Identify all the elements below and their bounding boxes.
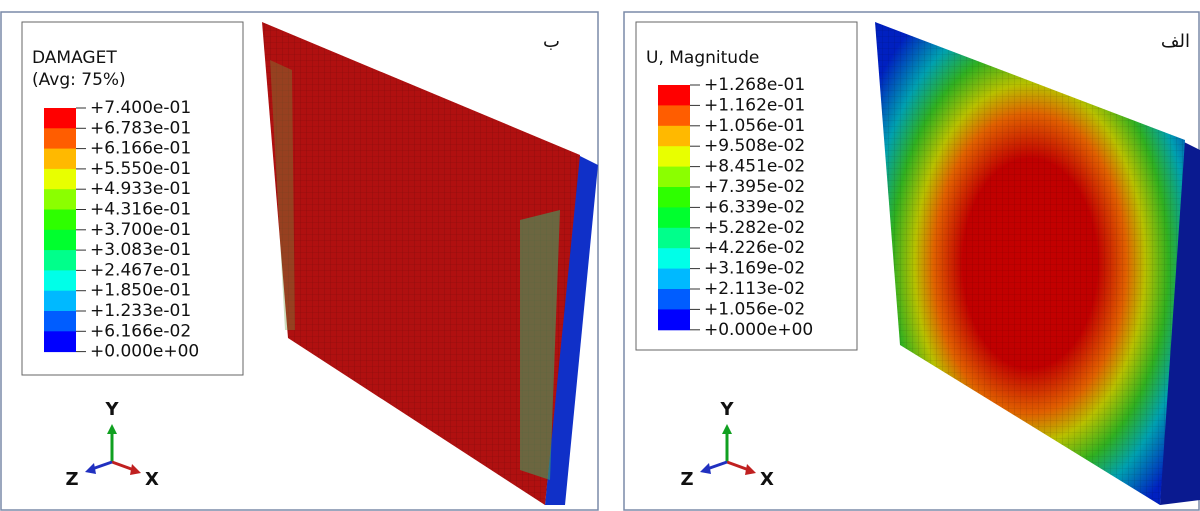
legend-label: +4.933e-01 — [90, 179, 191, 199]
axis-label: X — [145, 469, 159, 490]
legend-swatch — [44, 108, 76, 129]
legend-label: +0.000e+00 — [704, 320, 813, 340]
legend-label: +2.113e-02 — [704, 279, 805, 299]
legend-swatch — [44, 149, 76, 170]
axis-label: Y — [719, 399, 734, 420]
panel-tag: ب — [543, 31, 560, 52]
legend-swatch — [44, 169, 76, 190]
panel-tag: الف — [1161, 31, 1190, 52]
legend-swatch — [44, 128, 76, 149]
legend-label: +7.400e-01 — [90, 98, 191, 118]
legend-label: +6.166e-02 — [90, 321, 191, 341]
axis-label: Z — [65, 469, 78, 490]
legend-label: +1.056e-01 — [704, 116, 805, 136]
legend-label: +4.226e-02 — [704, 238, 805, 258]
legend-swatch — [658, 248, 690, 269]
legend-label: +3.083e-01 — [90, 240, 191, 260]
legend-swatch — [44, 230, 76, 251]
legend-label: +4.316e-01 — [90, 200, 191, 220]
legend-label: +6.166e-01 — [90, 139, 191, 159]
legend-swatch — [658, 167, 690, 188]
legend-swatch — [44, 331, 76, 352]
legend-subtitle: (Avg: 75%) — [32, 70, 126, 90]
axis-label: X — [760, 469, 774, 490]
legend-swatch — [44, 270, 76, 291]
axis-label: Y — [104, 399, 119, 420]
legend-label: +3.169e-02 — [704, 259, 805, 279]
axis-label: Z — [680, 469, 693, 490]
legend-label: +6.783e-01 — [90, 118, 191, 138]
legend-swatch — [658, 289, 690, 310]
legend-label: +5.282e-02 — [704, 218, 805, 238]
legend-swatch — [658, 187, 690, 208]
legend-title: DAMAGET — [32, 48, 117, 68]
legend-label: +7.395e-02 — [704, 177, 805, 197]
legend-swatch — [658, 269, 690, 290]
legend-swatch — [658, 105, 690, 126]
legend-title: U, Magnitude — [646, 48, 759, 68]
legend-swatch — [658, 126, 690, 147]
legend-swatch — [658, 228, 690, 249]
legend-label: +1.056e-02 — [704, 299, 805, 319]
legend-swatch — [44, 210, 76, 231]
legend-swatch — [658, 85, 690, 106]
legend-swatch — [658, 207, 690, 228]
legend-label: +1.268e-01 — [704, 75, 805, 95]
legend-label: +6.339e-02 — [704, 197, 805, 217]
figure: بDAMAGET(Avg: 75%)+7.400e-01+6.783e-01+6… — [0, 0, 1200, 511]
legend-swatch — [658, 146, 690, 167]
legend-label: +5.550e-01 — [90, 159, 191, 179]
legend-label: +3.700e-01 — [90, 220, 191, 240]
legend-swatch — [44, 250, 76, 271]
legend-swatch — [44, 291, 76, 312]
legend-swatch — [44, 189, 76, 210]
legend-swatch — [658, 309, 690, 330]
legend-label: +9.508e-02 — [704, 136, 805, 156]
legend-label: +8.451e-02 — [704, 157, 805, 177]
legend-label: +1.233e-01 — [90, 301, 191, 321]
legend-label: +1.162e-01 — [704, 95, 805, 115]
legend-label: +0.000e+00 — [90, 342, 199, 362]
legend-label: +1.850e-01 — [90, 281, 191, 301]
legend-swatch — [44, 311, 76, 332]
legend-label: +2.467e-01 — [90, 260, 191, 280]
